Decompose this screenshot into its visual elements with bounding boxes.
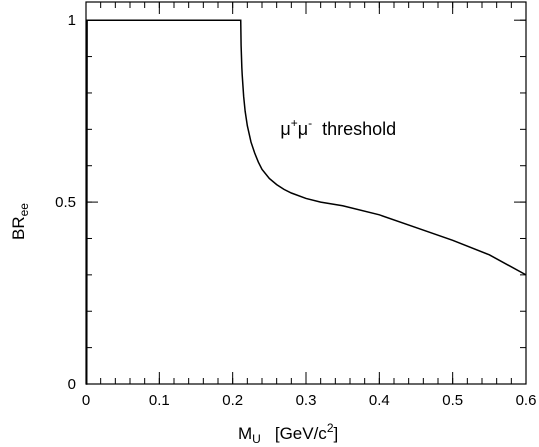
x-label-main: M: [238, 424, 252, 443]
plot-frame: [85, 1, 527, 385]
x-label-units-sup: 2: [327, 421, 334, 435]
y-tick-label: 0.5: [55, 194, 76, 211]
x-tick-label: 0.4: [369, 392, 390, 409]
y-label-main: BR: [9, 216, 28, 240]
y-tick-label: 0: [68, 376, 76, 393]
y-axis-label: BRee: [9, 203, 31, 240]
x-label-sub: U: [252, 432, 261, 446]
y-tick-label: 1: [68, 12, 76, 29]
annotation-sup-plus: +: [291, 116, 298, 130]
threshold-annotation: μ+μ-threshold: [280, 116, 396, 139]
y-label-sub: ee: [17, 203, 31, 217]
x-label-units-post: ]: [334, 424, 339, 443]
x-label-units-pre: [GeV/c: [275, 424, 327, 443]
annotation-mu-minus: μ: [298, 119, 308, 139]
tick-labels: 0 0.1 0.2 0.3 0.4 0.5 0.6 0 0.5 1: [55, 12, 536, 409]
annotation-sup-minus: -: [308, 116, 312, 130]
axis-ticks: [85, 2, 527, 385]
x-tick-label: 0: [82, 392, 90, 409]
br-ee-curve: [85, 19, 527, 385]
x-tick-label: 0.2: [222, 392, 243, 409]
annotation-threshold-text: threshold: [322, 119, 396, 139]
x-tick-label: 0.3: [296, 392, 317, 409]
x-tick-label: 0.1: [149, 392, 170, 409]
annotation-mu-plus: μ: [280, 119, 290, 139]
x-tick-label: 0.6: [516, 392, 537, 409]
x-tick-label: 0.5: [442, 392, 463, 409]
x-axis-label: MU [GeV/c2]: [238, 421, 338, 446]
